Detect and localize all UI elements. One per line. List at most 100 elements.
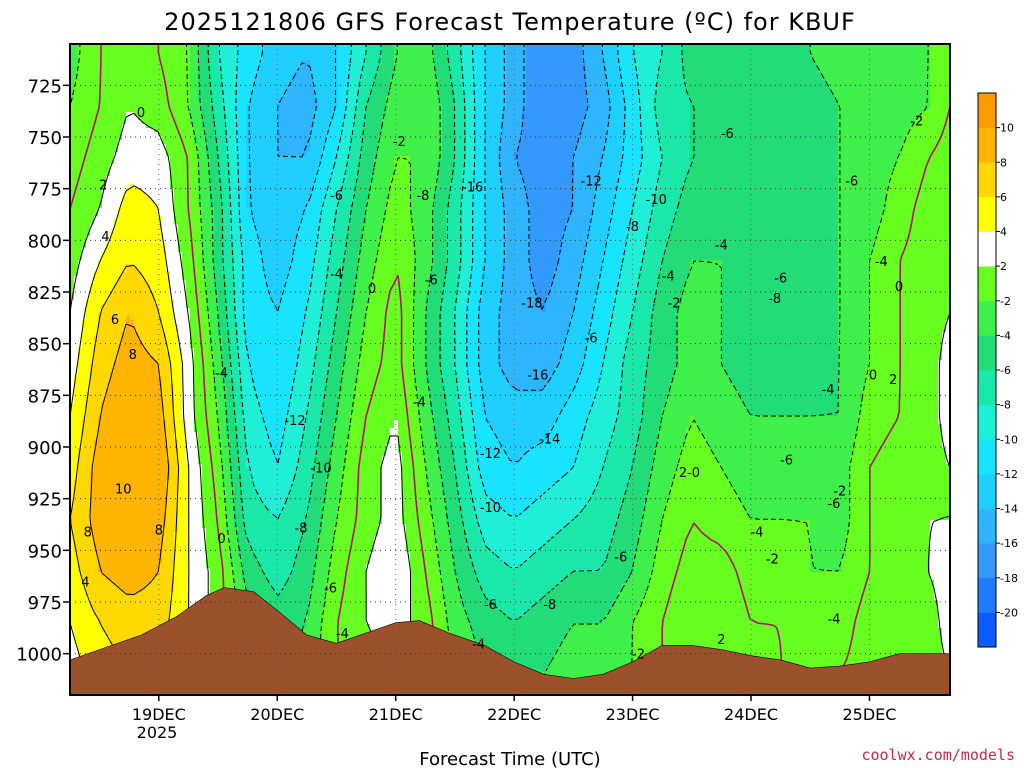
field-cell (90, 168, 95, 173)
field-cell (94, 560, 99, 565)
field-cell (86, 332, 91, 337)
field-cell (82, 192, 87, 197)
field-cell (86, 444, 91, 449)
field-cell (94, 164, 99, 169)
field-cell (94, 288, 99, 293)
field-cell (82, 60, 87, 65)
field-cell (90, 420, 95, 425)
field-cell (74, 252, 79, 257)
field-cell (94, 632, 99, 637)
field-cell (94, 512, 99, 517)
field-cell (94, 380, 99, 385)
field-cell (94, 188, 99, 193)
field-cell (94, 104, 99, 109)
field-cell (82, 372, 87, 377)
field-cell (82, 544, 87, 549)
field-cell (74, 436, 79, 441)
field-cell (74, 412, 79, 417)
field-cell (94, 600, 99, 605)
field-cell (86, 320, 91, 325)
field-cell (86, 360, 91, 365)
field-cell (86, 636, 91, 641)
field-cell (90, 112, 95, 117)
field-cell (90, 200, 95, 205)
field-cell (86, 416, 91, 421)
field-cell (90, 76, 95, 81)
field-cell (86, 196, 91, 201)
field-cell (82, 208, 87, 213)
field-cell (86, 420, 91, 425)
field-cell (94, 564, 99, 569)
field-cell (94, 408, 99, 413)
field-cell (94, 424, 99, 429)
field-cell (94, 152, 99, 157)
field-cell (86, 60, 91, 65)
field-cell (90, 144, 95, 149)
field-cell (90, 108, 95, 113)
field-cell (90, 596, 95, 601)
field-cell (90, 260, 95, 265)
field-cell (74, 512, 79, 517)
field-cell (94, 480, 99, 485)
field-cell (74, 260, 79, 265)
field-cell (78, 84, 83, 89)
field-cell (86, 616, 91, 621)
field-cell (86, 272, 91, 277)
field-cell (86, 624, 91, 629)
field-cell (94, 484, 99, 489)
field-cell (82, 516, 87, 521)
field-cell (98, 152, 103, 157)
field-cell (78, 636, 83, 641)
field-cell (94, 228, 99, 233)
field-cell (74, 196, 79, 201)
field-cell (94, 308, 99, 313)
field-cell (78, 404, 83, 409)
field-cell (90, 52, 95, 57)
field-cell (78, 320, 83, 325)
field-cell (98, 156, 103, 161)
field-cell (78, 464, 83, 469)
field-cell (94, 620, 99, 625)
field-cell (90, 324, 95, 329)
field-cell (98, 164, 103, 169)
field-cell (86, 424, 91, 429)
field-cell (94, 368, 99, 373)
field-cell (78, 620, 83, 625)
field-cell (90, 304, 95, 309)
field-cell (94, 608, 99, 613)
field-cell (82, 608, 87, 613)
field-cell (74, 128, 79, 133)
field-cell (82, 612, 87, 617)
field-cell (94, 312, 99, 317)
field-cell (94, 192, 99, 197)
field-cell (94, 472, 99, 477)
field-cell (94, 388, 99, 393)
field-cell (94, 360, 99, 365)
field-cell (90, 192, 95, 197)
field-cell (82, 628, 87, 633)
field-cell (94, 144, 99, 149)
field-cell (94, 232, 99, 237)
field-cell (82, 68, 87, 73)
field-cell (86, 212, 91, 217)
field-cell (82, 336, 87, 341)
field-cell (82, 468, 87, 473)
field-cell (94, 420, 99, 425)
field-cell (90, 156, 95, 161)
field-cell (82, 96, 87, 101)
field-cell (94, 48, 99, 53)
field-cell (82, 460, 87, 465)
field-cell (86, 384, 91, 389)
field-cell (74, 600, 79, 605)
field-cell (86, 348, 91, 353)
field-cell (82, 400, 87, 405)
field-cell (86, 368, 91, 373)
field-cell (74, 348, 79, 353)
field-cell (74, 136, 79, 141)
field-cell (82, 256, 87, 261)
field-cell (74, 164, 79, 169)
field-cell (94, 156, 99, 161)
field-cell (86, 648, 91, 653)
field-cell (90, 572, 95, 577)
field-cell (82, 296, 87, 301)
